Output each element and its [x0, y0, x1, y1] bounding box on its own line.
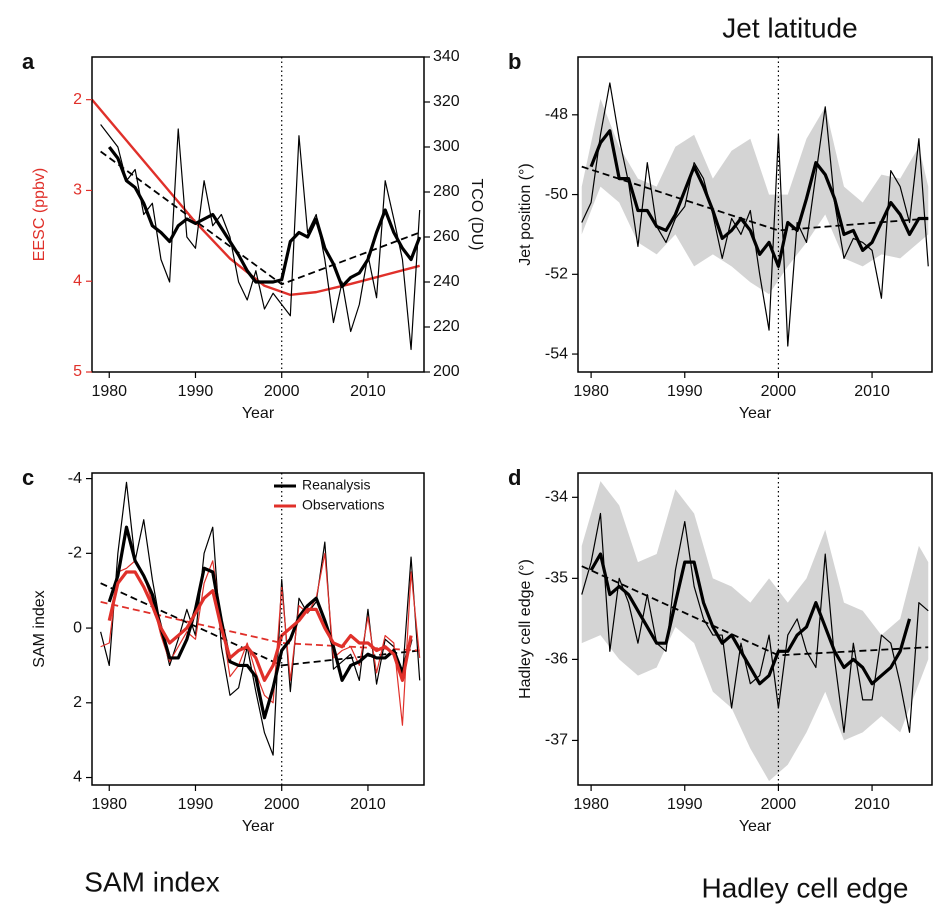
y-tick-label: 3	[73, 182, 82, 199]
y2-axis-label: TCO (DU)	[468, 179, 485, 251]
y2-tick-label: 280	[433, 183, 460, 200]
y-tick-label: 2	[73, 91, 82, 108]
x-tick-label: 1990	[178, 796, 214, 813]
panel-label: b	[508, 49, 521, 74]
plot-area	[92, 98, 422, 351]
y-tick-label: 5	[73, 363, 82, 380]
range-band	[581, 481, 929, 781]
y2-tick-label: 220	[433, 318, 460, 335]
series-line	[107, 146, 422, 289]
y-axis-label: Jet position (°)	[517, 163, 534, 265]
y2-tick-label: 260	[433, 228, 460, 245]
y-tick-label: -4	[68, 470, 82, 487]
x-tick-label: 2000	[761, 383, 797, 400]
panel-label: a	[22, 49, 35, 74]
y2-tick-label: 240	[433, 273, 460, 290]
y-tick-label: -37	[545, 732, 568, 749]
x-tick-label: 1980	[91, 796, 127, 813]
x-axis-label: Year	[242, 405, 275, 422]
panel: 1980 1990 2000 2010 -37 -36 -35 -34 Year Hadley c…	[508, 465, 933, 835]
y-axis-label: SAM index	[31, 590, 48, 667]
series-line	[581, 165, 929, 232]
plot-frame	[577, 56, 933, 373]
y-tick-label: 0	[73, 619, 82, 636]
panel: 1980 1990 2000 2010 2 3 4 5 200 220 240 260 280 300 32…	[22, 48, 485, 422]
legend-label: Reanalysis	[302, 477, 370, 493]
x-axis-label: Year	[739, 818, 772, 835]
y-tick-label: -50	[545, 186, 568, 203]
x-tick-label: 2010	[854, 383, 890, 400]
y-axis-label: Hadley cell edge (°)	[517, 559, 534, 699]
caption: Hadley cell edge	[701, 872, 908, 903]
panel: 1980 1990 2000 2010 -4 -2 0 2 4 Year SAM index c Rea…	[22, 465, 425, 835]
legend-label: Observations	[302, 497, 384, 513]
plot-area	[581, 82, 929, 347]
series-line	[100, 150, 421, 286]
y-tick-label: -34	[545, 489, 568, 506]
plot-frame	[577, 472, 933, 786]
plot-frame	[91, 56, 425, 373]
y-tick-label: 2	[73, 694, 82, 711]
y-tick-label: -48	[545, 106, 568, 123]
y2-tick-label: 300	[433, 138, 460, 155]
y-tick-label: -52	[545, 266, 568, 283]
y-axis-label: EESC (ppbv)	[31, 168, 48, 261]
series-line	[92, 98, 420, 297]
x-tick-label: 2010	[350, 796, 386, 813]
x-tick-label: 1980	[573, 383, 609, 400]
y-tick-label: -35	[545, 570, 568, 587]
x-tick-label: 2000	[264, 796, 300, 813]
series-line	[581, 512, 929, 733]
x-tick-label: 1980	[573, 796, 609, 813]
y2-tick-label: 200	[433, 363, 460, 380]
y-tick-label: -36	[545, 651, 568, 668]
series-line	[100, 124, 421, 351]
plot-area	[100, 481, 421, 756]
panel: 1980 1990 2000 2010 -54 -52 -50 -48 Year Jet posi…	[508, 49, 933, 422]
x-tick-label: 2000	[264, 383, 300, 400]
y-tick-label: -54	[545, 345, 568, 362]
y-tick-label: -2	[68, 545, 82, 562]
series-line	[107, 570, 413, 682]
y-tick-label: 4	[73, 272, 82, 289]
plot-frame	[91, 472, 425, 786]
x-tick-label: 1990	[667, 796, 703, 813]
x-tick-label: 1980	[91, 383, 127, 400]
caption: Jet latitude	[722, 12, 857, 43]
x-tick-label: 1990	[667, 383, 703, 400]
x-tick-label: 2010	[854, 796, 890, 813]
series-line	[100, 481, 421, 756]
caption: SAM index	[84, 866, 219, 897]
x-tick-label: 2010	[350, 383, 386, 400]
series-line	[589, 552, 912, 686]
x-tick-label: 2000	[761, 796, 797, 813]
x-axis-label: Year	[242, 818, 275, 835]
y2-tick-label: 340	[433, 48, 460, 65]
panel-label: c	[22, 465, 34, 490]
x-axis-label: Year	[739, 405, 772, 422]
y2-tick-label: 320	[433, 93, 460, 110]
y-tick-label: 4	[73, 769, 82, 786]
panel-label: d	[508, 465, 521, 490]
plot-area	[581, 481, 929, 781]
series-line	[589, 129, 929, 268]
x-tick-label: 1990	[178, 383, 214, 400]
